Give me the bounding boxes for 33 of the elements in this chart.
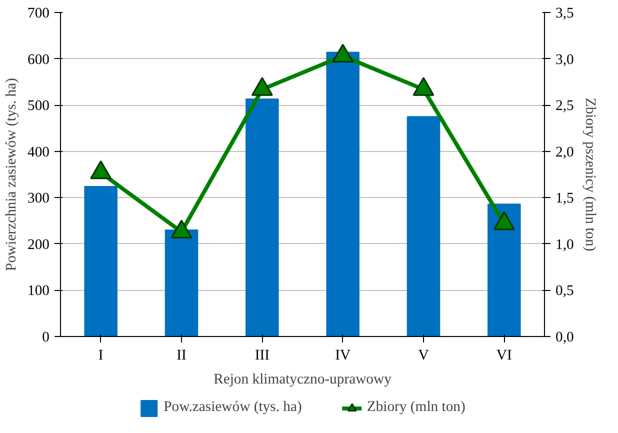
x-tick-label: III <box>254 348 270 364</box>
y2-tick-label: 3,0 <box>556 52 574 68</box>
bar <box>406 116 440 336</box>
bar <box>164 230 198 336</box>
y2-tick-label: 2,0 <box>556 144 574 160</box>
x-axis-title: Rejon klimatyczno-uprawowy <box>214 372 392 388</box>
bar <box>488 204 521 336</box>
bar <box>84 186 118 336</box>
y-tick-label: 200 <box>28 236 50 253</box>
bar <box>246 98 279 336</box>
y2-axis-title: Zbiory pszenicy (mln ton) <box>582 98 598 252</box>
y2-tick-label: 0,5 <box>556 283 574 300</box>
x-tick-label: II <box>176 348 186 364</box>
x-tick-label: V <box>418 348 430 364</box>
y-tick-label: 400 <box>28 144 50 160</box>
y-tick-label: 600 <box>28 52 50 68</box>
y-tick-label: 500 <box>28 98 50 114</box>
y-tick-label: 300 <box>28 190 50 207</box>
y2-tick-label: 3,5 <box>556 6 574 22</box>
y2-tick-label: 0,0 <box>556 330 574 346</box>
y-axis-title: Powierzchnia zasiewów (tys. ha) <box>4 78 20 271</box>
y2-tick-label: 2,5 <box>556 98 574 114</box>
legend-label: Pow.zasiewów (tys. ha) <box>164 399 302 416</box>
y2-tick-label: 1,0 <box>556 236 574 253</box>
x-tick-label: IV <box>335 348 351 364</box>
y-tick-label: 100 <box>28 283 50 300</box>
x-tick-label: I <box>98 348 104 364</box>
x-tick-label: VI <box>496 348 512 364</box>
y-tick-label: 0 <box>42 330 50 346</box>
y2-tick-label: 1,5 <box>556 190 574 207</box>
bar <box>326 52 360 336</box>
y-tick-label: 700 <box>28 6 50 22</box>
legend-label: Zbiory (mln ton) <box>366 399 466 416</box>
